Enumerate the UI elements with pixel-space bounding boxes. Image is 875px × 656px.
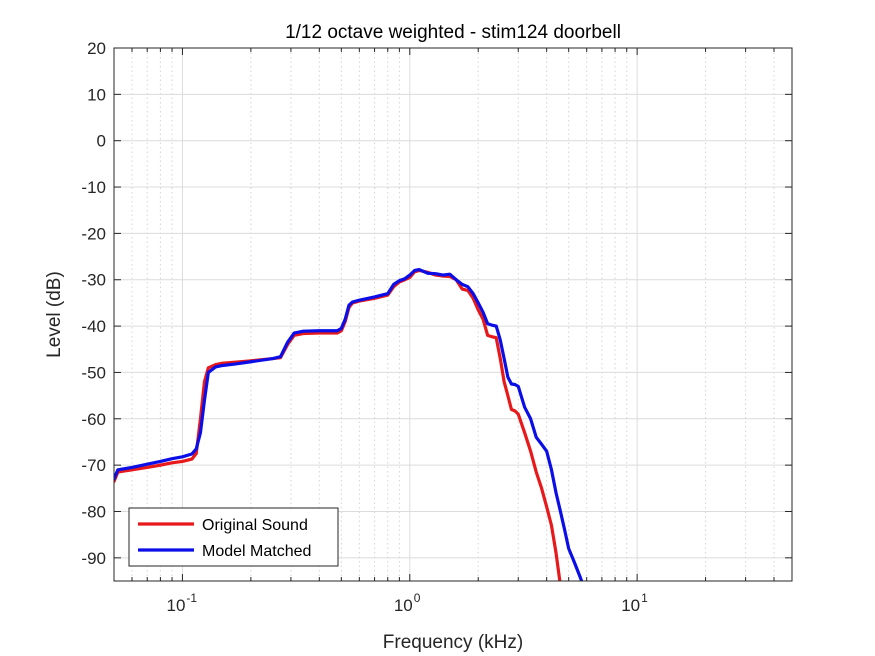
y-tick-label: -40 bbox=[81, 317, 106, 336]
x-axis-label: Frequency (kHz) bbox=[383, 632, 523, 653]
x-tick-label-base: 10 bbox=[394, 596, 413, 615]
plot-area bbox=[114, 48, 792, 581]
y-tick-labels: 20 10 0 -10 -20 -30 -40 -50 -60 -70 -80 -90 bbox=[81, 39, 106, 568]
x-tick-label-exponent: -1 bbox=[186, 591, 197, 605]
series-line-2 bbox=[114, 267, 584, 581]
legend: Original Sound Model Matched bbox=[128, 507, 339, 567]
series-layer bbox=[114, 267, 584, 581]
y-tick-label: -70 bbox=[81, 456, 106, 475]
x-tick-labels: 10 -1 10 0 10 1 bbox=[167, 591, 649, 615]
minor-grid bbox=[131, 48, 775, 581]
x-tick-label-exponent: 0 bbox=[414, 591, 421, 605]
y-tick-label: -50 bbox=[81, 363, 106, 382]
y-tick-label: 10 bbox=[87, 85, 106, 104]
y-tick-label: -80 bbox=[81, 502, 106, 521]
y-tick-label: -10 bbox=[81, 178, 106, 197]
x-tick-label: 10 1 bbox=[621, 591, 648, 615]
chart-title: 1/12 octave weighted - stim124 doorbell bbox=[285, 22, 621, 43]
x-tick-label: 10 0 bbox=[394, 591, 421, 615]
y-tick-label: -30 bbox=[81, 271, 106, 290]
x-tick-label-exponent: 1 bbox=[641, 591, 648, 605]
y-tick-label: -60 bbox=[81, 410, 106, 429]
y-tick-label: 0 bbox=[97, 132, 106, 151]
tick-marks bbox=[114, 47, 792, 581]
y-axis-label: Level (dB) bbox=[44, 271, 65, 358]
legend-label-2: Model Matched bbox=[202, 543, 311, 560]
x-tick-label: 10 -1 bbox=[167, 591, 198, 615]
legend-box bbox=[128, 507, 339, 567]
legend-label-1: Original Sound bbox=[202, 517, 308, 534]
y-tick-label: -20 bbox=[81, 224, 106, 243]
y-tick-label: -90 bbox=[81, 549, 106, 568]
plot-frame bbox=[113, 47, 793, 582]
x-tick-label-base: 10 bbox=[621, 596, 640, 615]
x-tick-label-base: 10 bbox=[167, 596, 186, 615]
y-tick-label: 20 bbox=[87, 39, 106, 58]
